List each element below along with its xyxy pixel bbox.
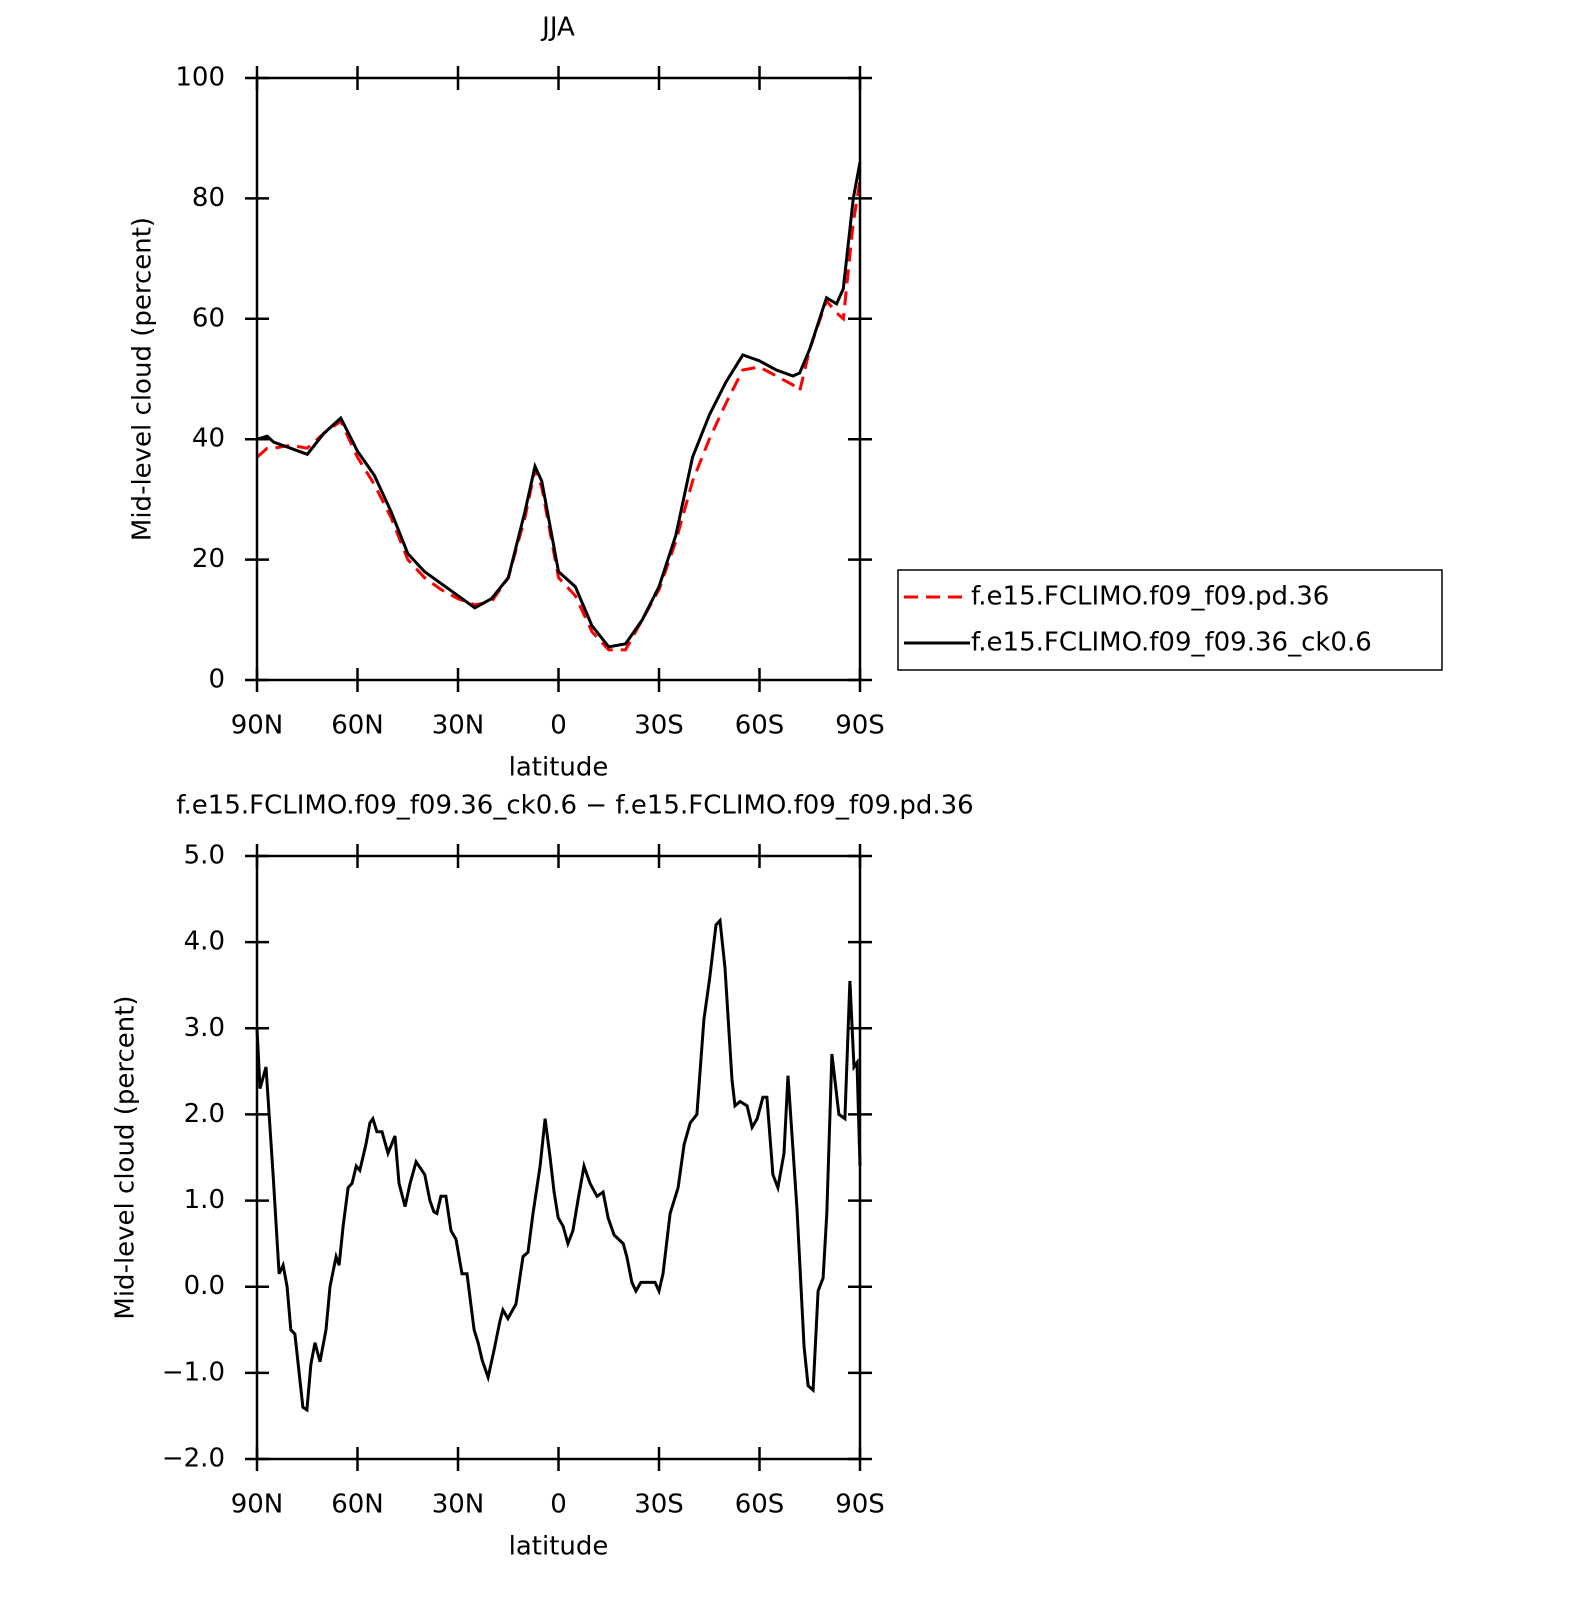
chart-title: f.e15.FCLIMO.f09_f09.36_ck0.6 − f.e15.FC… (176, 791, 973, 821)
legend-label: f.e15.FCLIMO.f09_f09.36_ck0.6 (971, 628, 1372, 658)
data-line (255, 917, 862, 1413)
x-axis-label: latitude (509, 753, 609, 783)
x-tick-label: 30N (432, 1490, 485, 1520)
chart-title: JJA (540, 13, 575, 43)
x-tick-label: 0 (550, 711, 567, 741)
plot-frame (255, 854, 862, 1461)
y-tick-label: 40 (192, 424, 225, 454)
y-tick-label: 5.0 (184, 841, 225, 871)
y-tick-label: 100 (175, 63, 225, 93)
x-tick-label: 90N (231, 711, 284, 741)
y-tick-label: 80 (192, 183, 225, 213)
x-tick-label: 90S (835, 711, 885, 741)
legend-box (897, 569, 1443, 671)
x-tick-label: 30N (432, 711, 485, 741)
y-tick-label: 60 (192, 303, 225, 333)
y-tick-label: 0.0 (184, 1271, 225, 1301)
y-tick-label: −2.0 (162, 1444, 225, 1474)
y-tick-label: 20 (192, 544, 225, 574)
y-tick-label: 1.0 (184, 1185, 225, 1215)
y-tick-label: 0 (208, 665, 225, 695)
x-tick-label: 90S (835, 1490, 885, 1520)
x-tick-label: 60N (331, 1490, 384, 1520)
y-tick-label: 3.0 (184, 1013, 225, 1043)
x-tick-label: 30S (634, 1490, 684, 1520)
y-tick-label: −1.0 (162, 1357, 225, 1387)
data-line (255, 180, 862, 652)
x-axis-label: latitude (509, 1532, 609, 1562)
x-tick-label: 60N (331, 711, 384, 741)
x-tick-label: 30S (634, 711, 684, 741)
y-tick-label: 4.0 (184, 927, 225, 957)
plot-frame (255, 76, 862, 682)
y-tick-label: 2.0 (184, 1099, 225, 1129)
x-tick-label: 60S (735, 711, 785, 741)
x-tick-label: 90N (231, 1490, 284, 1520)
data-line (256, 162, 862, 649)
y-axis-label: Mid-level cloud (percent) (111, 995, 141, 1319)
x-tick-label: 60S (735, 1490, 785, 1520)
x-tick-label: 0 (550, 1490, 567, 1520)
y-axis-label: Mid-level cloud (percent) (128, 217, 158, 541)
legend-label: f.e15.FCLIMO.f09_f09.pd.36 (971, 582, 1329, 612)
